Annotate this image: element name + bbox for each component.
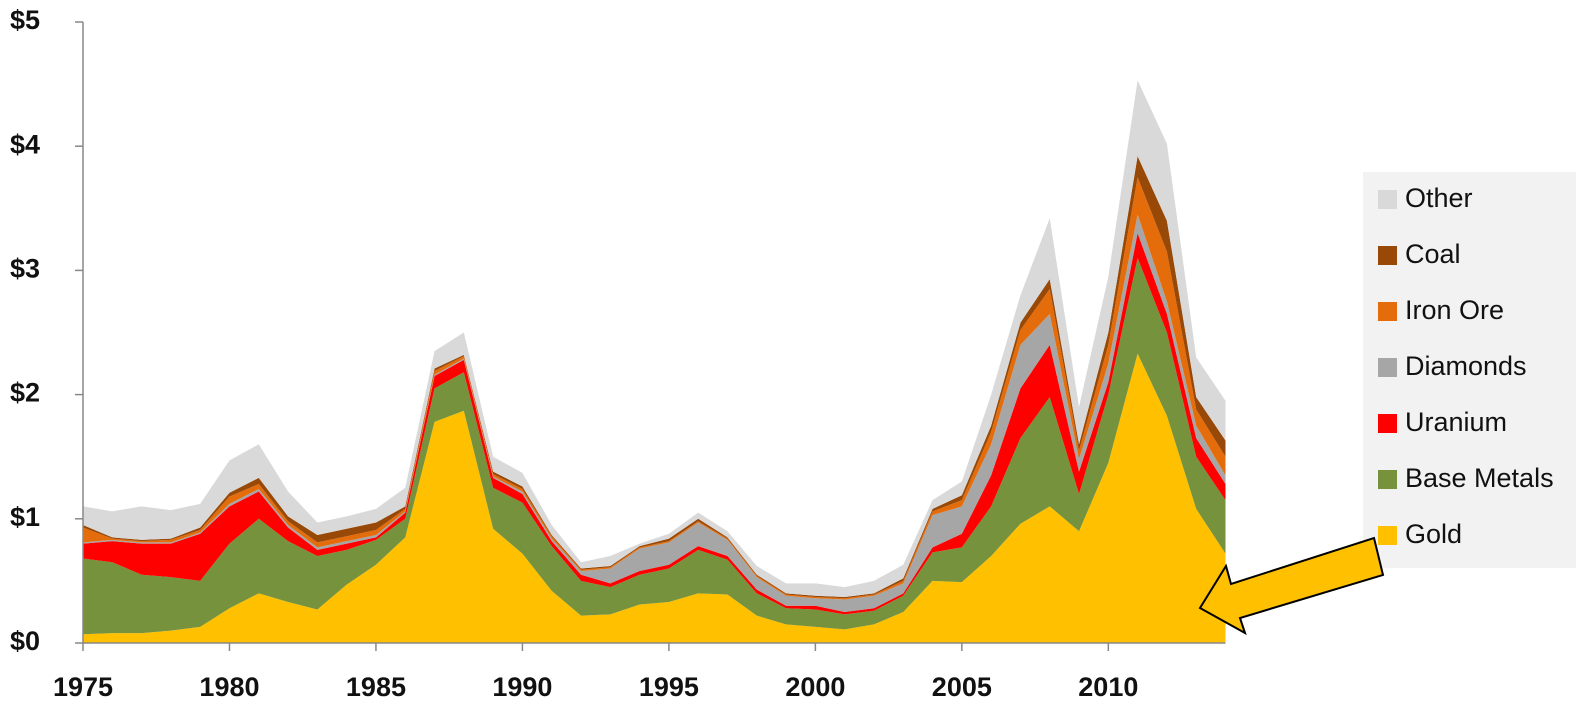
y-tick-label: $1	[10, 502, 40, 532]
plot: $0 $1 $2 $3 $4 $5 1975 1980 1985 1990 1995 2000 2005…	[10, 5, 1226, 702]
y-tick-label: $0	[10, 626, 40, 656]
legend-label: Coal	[1405, 239, 1461, 269]
legend-label: Other	[1405, 183, 1473, 213]
x-tick-label: 1980	[199, 672, 259, 702]
x-tick-label: 2005	[932, 672, 992, 702]
legend-box	[1363, 172, 1576, 568]
y-tick-label: $4	[10, 129, 40, 159]
legend-swatch	[1378, 526, 1397, 545]
x-tick-label: 2000	[785, 672, 845, 702]
legend-label: Base Metals	[1405, 463, 1554, 493]
legend-swatch	[1378, 470, 1397, 489]
y-tick-label: $5	[10, 5, 40, 35]
area	[83, 233, 1226, 615]
area	[83, 257, 1226, 635]
legend-swatch	[1378, 246, 1397, 265]
legend-label: Iron Ore	[1405, 295, 1504, 325]
x-tick-label: 1990	[492, 672, 552, 702]
area	[83, 353, 1226, 643]
y-tick-label: $3	[10, 254, 40, 284]
legend-swatch	[1378, 358, 1397, 377]
legend-label: Uranium	[1405, 407, 1507, 437]
legend-label: Diamonds	[1405, 351, 1527, 381]
legend-swatch	[1378, 190, 1397, 209]
legend-swatch	[1378, 414, 1397, 433]
x-tick-label: 1975	[53, 672, 113, 702]
arrow	[1198, 536, 1385, 636]
y-tick-label: $2	[10, 378, 40, 408]
legend-label: Gold	[1405, 519, 1462, 549]
legend-swatch	[1378, 302, 1397, 321]
x-tick-label: 1985	[346, 672, 406, 702]
x-tick-label: 1995	[639, 672, 699, 702]
x-tick-label: 2010	[1078, 672, 1138, 702]
